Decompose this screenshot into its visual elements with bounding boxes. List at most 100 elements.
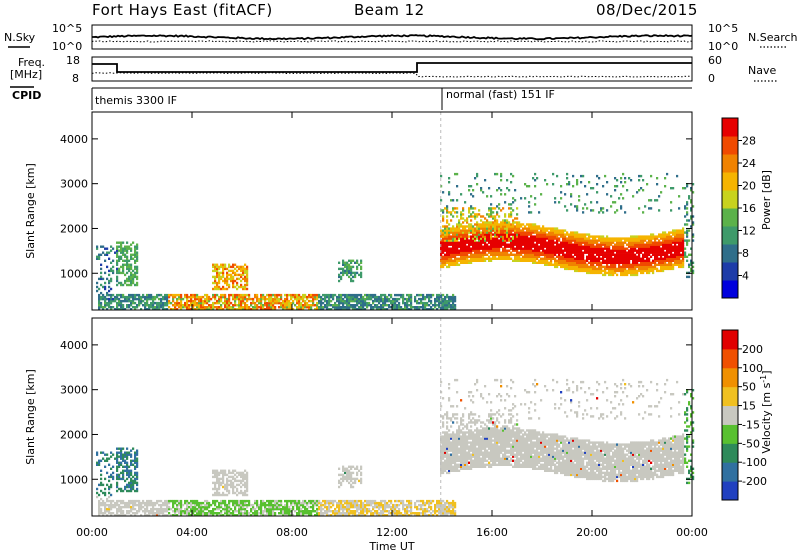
power-cell-1707 bbox=[456, 199, 459, 202]
power-cell-228 bbox=[128, 283, 131, 287]
velocity-cell-734 bbox=[240, 507, 243, 511]
power-cell-1399 bbox=[422, 293, 425, 297]
power-cell-474 bbox=[192, 306, 195, 309]
power-cell-1165 bbox=[352, 304, 355, 307]
velocity-cell-865 bbox=[270, 505, 273, 509]
power-cell-2775 bbox=[560, 241, 563, 244]
velocity-cell-27 bbox=[100, 483, 103, 487]
power-cell-3350 bbox=[618, 243, 621, 246]
power-cell-15 bbox=[98, 287, 101, 291]
power-cell-2940 bbox=[576, 237, 579, 240]
power-cell-1391 bbox=[420, 297, 423, 301]
velocity-cell-814 bbox=[254, 501, 257, 505]
power-cell-73 bbox=[108, 289, 111, 293]
power-cell-324 bbox=[140, 299, 143, 303]
velocity-cell-408 bbox=[168, 501, 171, 505]
power-cell-2987 bbox=[580, 237, 583, 240]
power-cell-1050 bbox=[330, 299, 333, 303]
power-cell-457 bbox=[186, 299, 189, 303]
power-cell-119 bbox=[116, 277, 119, 281]
power-cell-619 bbox=[222, 269, 225, 273]
power-cell-1969 bbox=[480, 227, 483, 230]
power-cell-1934 bbox=[478, 259, 481, 262]
power-cell-2639 bbox=[546, 257, 549, 260]
power-cell-355 bbox=[150, 293, 153, 297]
power-cell-517 bbox=[204, 299, 207, 303]
velocity-cell-108 bbox=[114, 501, 117, 505]
velocity-cell-653 bbox=[228, 512, 231, 515]
velocity-cell-618 bbox=[222, 477, 225, 481]
power-cell-2542 bbox=[534, 197, 537, 200]
power-cell-1301 bbox=[388, 306, 391, 309]
power-cell-3306 bbox=[614, 253, 617, 256]
power-cell-673 bbox=[230, 275, 233, 279]
power-cell-807 bbox=[252, 301, 255, 305]
power-cell-4018 bbox=[692, 271, 695, 275]
velocity-cell-498 bbox=[198, 505, 201, 509]
power-cell-3535 bbox=[638, 257, 641, 260]
power-cell-2692 bbox=[552, 255, 555, 258]
power-cell-3420 bbox=[626, 271, 629, 275]
power-cell-1439 bbox=[438, 301, 441, 305]
power-cell-3531 bbox=[638, 267, 641, 271]
power-cell-1556 bbox=[446, 231, 449, 234]
power-cell-3142 bbox=[596, 201, 599, 204]
power-cell-75 bbox=[108, 281, 111, 285]
power-cell-118 bbox=[116, 279, 119, 283]
power-cell-2286 bbox=[510, 251, 513, 254]
velocity-cell-357 bbox=[152, 512, 155, 515]
velocity-cell-225 bbox=[128, 503, 131, 507]
power-cell-1846 bbox=[470, 249, 473, 252]
power-cell-48 bbox=[104, 295, 107, 299]
velocity-cell-198 bbox=[124, 455, 127, 458]
power-cell-2374 bbox=[518, 251, 521, 254]
power-cell-1518 bbox=[444, 253, 447, 256]
power-cell-2068 bbox=[490, 241, 493, 244]
power-cell-425 bbox=[176, 308, 179, 311]
power-cell-2242 bbox=[504, 193, 507, 196]
velocity-cell-162 bbox=[120, 461, 123, 464]
power-cell-1194 bbox=[356, 267, 359, 271]
power-cell-1023 bbox=[322, 308, 325, 311]
velocity-cell-54 bbox=[104, 459, 107, 462]
power-cell-233 bbox=[128, 267, 131, 271]
power-cell-2904 bbox=[574, 269, 577, 273]
power-cell-2240 bbox=[504, 213, 507, 216]
power-cell-3441 bbox=[628, 259, 631, 262]
power-cell-1919 bbox=[476, 241, 479, 244]
power-cell-10 bbox=[98, 301, 101, 305]
power-cell-230 bbox=[128, 277, 131, 281]
power-cell-1769 bbox=[462, 229, 465, 232]
power-cell-2759 bbox=[558, 237, 561, 240]
power-cell-2026 bbox=[486, 235, 489, 238]
power-cell-1228 bbox=[364, 308, 367, 311]
velocity-cell-520 bbox=[206, 514, 209, 517]
power-cell-1256 bbox=[372, 293, 375, 297]
velocity-cell-747 bbox=[242, 514, 245, 517]
power-cell-3778 bbox=[664, 255, 667, 258]
power-cell-2558 bbox=[536, 235, 539, 238]
velocity-cell-63 bbox=[106, 471, 109, 475]
power-cell-610 bbox=[222, 301, 225, 305]
power-cell-2977 bbox=[580, 257, 583, 260]
power-cell-360 bbox=[152, 299, 155, 303]
power-cell-1627 bbox=[452, 304, 455, 307]
power-cell-2436 bbox=[524, 233, 527, 236]
power-cell-1422 bbox=[430, 293, 433, 297]
power-cell-562 bbox=[214, 265, 217, 269]
power-cell-676 bbox=[230, 265, 233, 269]
power-cell-3041 bbox=[586, 245, 589, 248]
power-cell-3834 bbox=[670, 255, 673, 258]
velocity-cell-250 bbox=[130, 479, 133, 483]
power-cell-1473 bbox=[440, 174, 443, 178]
power-cell-1417 bbox=[430, 308, 433, 311]
power-cell-1034 bbox=[326, 308, 329, 311]
power-cell-1930 bbox=[476, 213, 479, 216]
power-cell-3021 bbox=[584, 245, 587, 248]
power-cell-24 bbox=[100, 295, 103, 299]
power-cell-3263 bbox=[610, 267, 613, 271]
nave-series-line bbox=[91, 72, 693, 78]
power-cell-3614 bbox=[646, 259, 649, 262]
power-cell-668 bbox=[230, 306, 233, 309]
velocity-cell-680 bbox=[232, 503, 235, 507]
